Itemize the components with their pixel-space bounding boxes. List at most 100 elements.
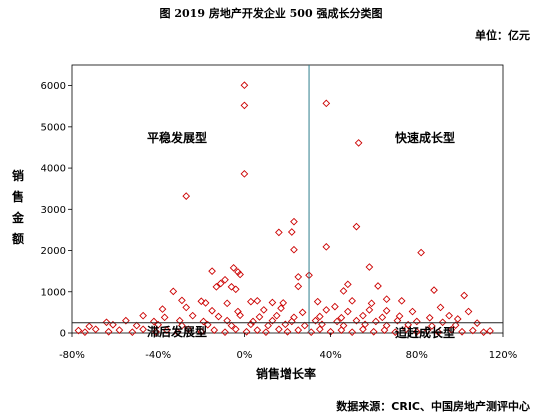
data-point	[212, 282, 221, 291]
data-point	[315, 325, 324, 334]
data-point	[430, 286, 438, 294]
data-point	[374, 282, 382, 290]
quadrant-dividers	[72, 65, 503, 333]
y-tick-label: 3000	[41, 205, 66, 216]
data-point	[378, 313, 387, 322]
data-point	[294, 326, 303, 334]
data-point	[393, 316, 402, 325]
data-point	[74, 326, 83, 335]
data-point	[348, 328, 356, 337]
data-point	[344, 280, 352, 289]
data-point	[408, 307, 417, 316]
data-point	[104, 327, 113, 336]
data-point	[294, 282, 303, 291]
data-point	[331, 302, 339, 311]
data-point	[283, 327, 292, 336]
data-point	[359, 311, 367, 320]
data-point	[128, 328, 137, 337]
data-point	[208, 267, 216, 275]
data-point	[247, 320, 255, 329]
data-point	[436, 303, 445, 312]
data-point	[298, 308, 307, 317]
data-point	[182, 192, 191, 200]
data-point	[231, 325, 240, 334]
data-point	[139, 325, 147, 334]
data-point	[464, 307, 473, 316]
data-point	[281, 320, 290, 329]
data-point	[208, 306, 216, 315]
data-point	[344, 307, 352, 316]
data-point	[223, 316, 231, 325]
data-point	[359, 325, 367, 334]
data-point	[397, 297, 406, 305]
data-point	[460, 291, 469, 300]
data-point	[150, 317, 158, 326]
data-point	[380, 326, 389, 334]
data-point	[91, 325, 100, 334]
y-tick-label: 6000	[41, 81, 66, 92]
data-point	[188, 311, 197, 320]
data-point	[365, 306, 374, 314]
data-point	[434, 328, 443, 337]
data-point	[169, 287, 178, 296]
data-point	[352, 222, 361, 231]
data-point	[173, 328, 182, 337]
data-point	[259, 306, 268, 314]
data-point	[262, 328, 270, 337]
data-point	[277, 304, 285, 313]
data-point	[372, 317, 380, 326]
data-point	[458, 327, 466, 336]
data-point	[337, 313, 346, 322]
data-point	[199, 317, 208, 326]
data-point	[249, 317, 257, 326]
data-point	[438, 318, 447, 327]
data-point	[348, 297, 356, 305]
x-axis-ticks: -80% -40% 0% 40% 80% 120%	[59, 333, 517, 361]
x-tick-label: 40%	[319, 350, 341, 361]
data-point	[102, 318, 111, 327]
quadrant-label-steady: 平稳发展型	[147, 130, 207, 145]
data-point	[81, 328, 89, 337]
y-axis-title: 销售金额	[11, 168, 25, 246]
data-point	[275, 228, 283, 237]
plot-frame	[71, 64, 504, 334]
x-tick-label: 80%	[406, 350, 428, 361]
data-point	[395, 312, 404, 320]
data-point	[382, 306, 391, 315]
data-point	[279, 299, 288, 307]
data-point	[247, 297, 255, 306]
data-point	[468, 326, 477, 335]
data-point	[178, 321, 186, 330]
data-point	[322, 306, 331, 314]
data-point	[447, 325, 456, 334]
data-point	[315, 312, 324, 321]
unit-label: 单位：亿元	[475, 29, 530, 42]
data-point	[425, 313, 434, 322]
data-point	[311, 316, 320, 325]
plot-border	[71, 64, 504, 334]
data-point	[272, 311, 281, 320]
data-point	[365, 263, 374, 271]
data-point	[216, 279, 225, 288]
data-point	[318, 320, 326, 329]
x-axis-title: 销售增长率	[256, 366, 316, 381]
data-point	[201, 299, 210, 307]
data-point	[337, 326, 346, 334]
data-point	[268, 316, 277, 325]
data-point	[391, 328, 400, 337]
data-point	[423, 326, 432, 334]
data-point	[322, 99, 331, 108]
data-point	[255, 313, 264, 321]
quadrant-label-lagging: 滞后发展型	[147, 324, 207, 339]
data-point	[236, 311, 244, 320]
data-point	[287, 228, 296, 236]
data-point	[139, 311, 147, 320]
data-source: 数据来源：CRIC、中国房地产测评中心	[336, 400, 530, 413]
data-point	[253, 297, 262, 305]
data-point	[85, 322, 94, 331]
data-point	[240, 101, 249, 110]
data-point	[229, 264, 238, 272]
y-tick-label: 0	[60, 329, 66, 340]
x-tick-label: 120%	[489, 350, 518, 361]
